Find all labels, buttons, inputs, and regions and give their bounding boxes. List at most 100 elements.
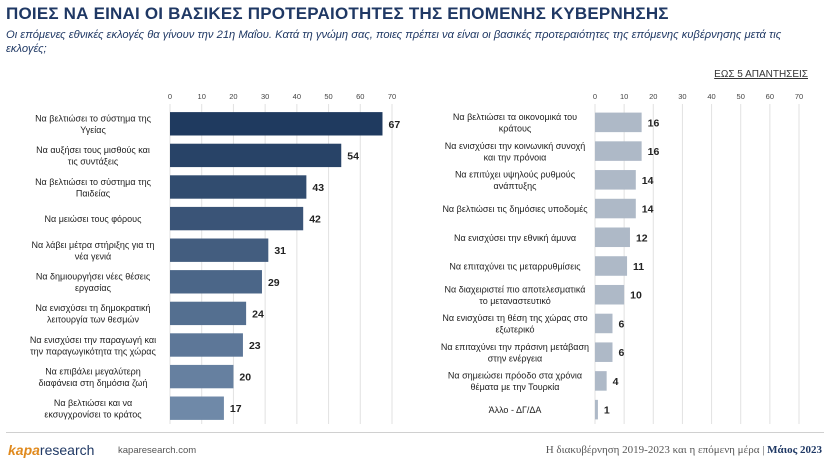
category-label: Να ενισχύσει τη θέση της χώρας στο [442, 313, 587, 323]
bar [595, 284, 625, 305]
data-label: 17 [230, 403, 242, 415]
category-label: Άλλο - ΔΓ/ΔΑ [489, 405, 542, 415]
category-label: Να ενισχύσει την εθνική άμυνα [454, 233, 576, 243]
bar [595, 256, 628, 276]
bar [595, 371, 607, 391]
data-label: 1 [604, 405, 610, 417]
tick-label: 20 [649, 92, 657, 101]
tick-label: 70 [388, 92, 396, 101]
survey-question: Οι επόμενες εθνικές εκλογές θα γίνουν τη… [6, 29, 782, 55]
category-label: Παιδείας [76, 188, 111, 198]
category-label: Να ενισχύσει την κοινωνική συνοχή [445, 141, 585, 151]
category-label: ανάπτυξης [494, 181, 538, 191]
category-label: Να επιταχύνει τις μεταρρυθμίσεις [449, 262, 581, 272]
tick-label: 50 [324, 92, 332, 101]
category-label: Να δημιουργήσει νέες θέσεις [36, 272, 151, 282]
tick-label: 10 [198, 92, 206, 101]
bar [595, 170, 636, 190]
category-label: Να βελτιώσει τις δημόσιες υποδομές [442, 204, 588, 214]
bar [170, 396, 224, 420]
bar [595, 399, 598, 420]
logo-research: research [39, 442, 95, 458]
category-label: Να λάβει μέτρα στήριξης για τη [32, 240, 155, 250]
bar [595, 112, 642, 133]
data-label: 54 [347, 150, 359, 162]
tick-label: 30 [261, 92, 269, 101]
category-label: στην ενέργεια [488, 353, 542, 363]
data-label: 4 [613, 376, 619, 388]
category-label: τις συντάξεις [68, 157, 119, 167]
bar [595, 141, 642, 161]
company-logo: kaparesearch [8, 442, 94, 458]
tick-label: 70 [795, 92, 803, 101]
category-label: Να βελτιώσει τα οικονομικά του [453, 112, 577, 122]
category-label: Να διαχειριστεί πιο αποτελεσματικά [445, 284, 586, 294]
bar [170, 301, 247, 326]
category-label: Να μειώσει τους φόρους [45, 214, 143, 224]
tick-label: 60 [766, 92, 774, 101]
category-label: Να βελτιώσει το σύστημα της [35, 114, 152, 124]
data-label: 11 [633, 261, 644, 273]
tick-label: 0 [168, 92, 172, 101]
bar [595, 342, 613, 362]
category-label: Να ενισχύσει την παραγωγή και [30, 335, 156, 345]
category-label: διαφάνεια στη δημόσια ζωή [39, 378, 148, 388]
category-label: θέματα με την Τουρκία [471, 382, 560, 392]
bar [170, 364, 234, 389]
category-label: εξωτερικό [495, 325, 534, 335]
category-label: Να επιτύχει υψηλούς ρυθμούς [455, 170, 576, 180]
bar [595, 198, 636, 219]
category-label: εργασίας [75, 283, 112, 293]
tick-label: 40 [707, 92, 715, 101]
category-label: και την πρόνοια [484, 152, 547, 162]
data-label: 20 [239, 372, 251, 384]
category-label: Να ενισχύσει τη δημοκρατική [35, 303, 150, 313]
data-label: 24 [252, 308, 264, 320]
data-label: 67 [388, 119, 400, 131]
data-label: 6 [618, 347, 624, 359]
data-label: 16 [648, 146, 660, 158]
tick-label: 40 [293, 92, 301, 101]
data-label: 42 [309, 214, 321, 226]
footer-caption: Η διακυβέρνηση 2019-2023 και η επόμενη μ… [546, 444, 822, 456]
data-label: 43 [312, 182, 324, 194]
data-label: 29 [268, 277, 280, 289]
bar [170, 206, 304, 231]
data-label: 6 [618, 318, 624, 330]
bar [170, 333, 243, 357]
page-title: ΠΟΙΕΣ ΝΑ ΕΙΝΑΙ ΟΙ ΒΑΣΙΚΕΣ ΠΡΟΤΕΡΑΙΟΤΗΤΕΣ… [6, 4, 669, 23]
bar [170, 175, 307, 199]
data-label: 16 [648, 117, 660, 129]
bar [170, 112, 383, 136]
category-label: Να βελτιώσει το σύστημα της [35, 177, 152, 187]
category-label: κράτους [499, 124, 532, 134]
category-label: Να επιβάλει μεγαλύτερη [45, 366, 141, 376]
website-link[interactable]: kaparesearch.com [118, 445, 197, 456]
answers-note: ΕΩΣ 5 ΑΠΑΝΤΗΣΕΙΣ [714, 69, 808, 80]
data-label: 12 [636, 232, 648, 244]
category-label: το μεταναστευτικό [479, 296, 550, 306]
footer-report-title: Η διακυβέρνηση 2019-2023 και η επόμενη μ… [545, 444, 765, 456]
tick-label: 0 [593, 92, 597, 101]
logo-kapa: kapa [8, 442, 40, 458]
category-label: νέα γενιά [75, 251, 111, 261]
category-label: λειτουργία των θεσμών [47, 315, 139, 325]
tick-label: 30 [678, 92, 686, 101]
tick-label: 10 [620, 92, 628, 101]
bar [170, 270, 262, 294]
bar [170, 238, 269, 262]
footer-date: Μάιος 2023 [767, 444, 822, 456]
footer-divider [6, 432, 824, 433]
category-label: Υγείας [80, 125, 106, 135]
bar [595, 227, 630, 248]
data-label: 23 [249, 340, 261, 352]
bar [595, 313, 613, 334]
data-label: 14 [642, 204, 654, 216]
data-label: 14 [642, 175, 654, 187]
category-label: Να σημειώσει πρόοδο στα χρόνια [448, 371, 582, 381]
category-label: την παραγωγικότητα της χώρας [30, 346, 156, 356]
tick-label: 50 [737, 92, 745, 101]
tick-label: 20 [229, 92, 237, 101]
